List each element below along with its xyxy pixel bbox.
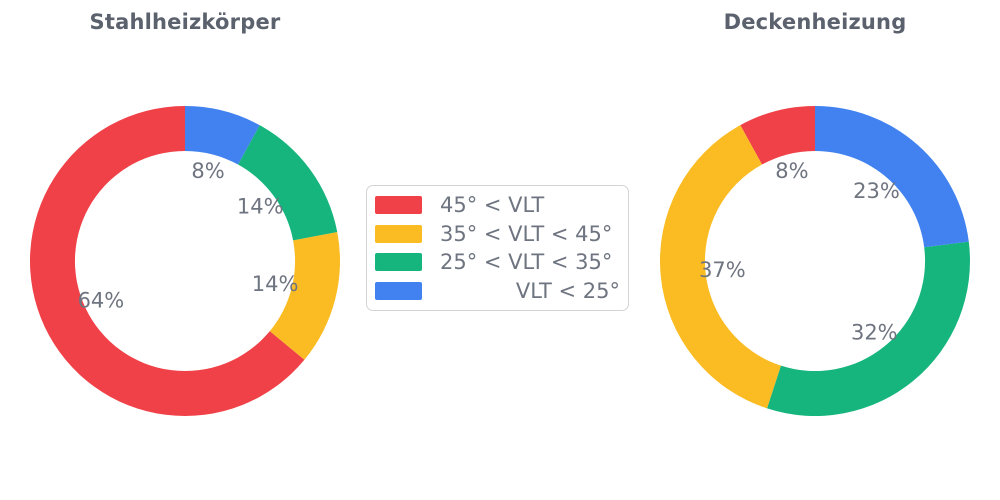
legend-item-35-vlt-45: 35° < VLT < 45°: [375, 222, 620, 246]
pct-label-vlt-25: 8%: [191, 159, 224, 183]
legend-item-45-vlt: 45° < VLT: [375, 193, 620, 217]
wedge-45-vlt: [740, 106, 815, 165]
pct-label-25-vlt-35: 32%: [851, 321, 898, 345]
legend-label: 35° < VLT < 45°: [440, 221, 613, 246]
legend-swatch-45-vlt: [375, 196, 422, 215]
pct-label-45-vlt: 8%: [775, 159, 808, 183]
pct-label-45-vlt: 64%: [78, 289, 125, 313]
legend-swatch-35-vlt-45: [375, 224, 422, 243]
legend-swatch-25-vlt-35: [375, 253, 422, 272]
wedge-35-vlt-45: [269, 231, 341, 360]
chart-title-deckenheizung: Deckenheizung: [723, 10, 907, 34]
pct-label-vlt-25: 23%: [853, 179, 900, 203]
donut-chart-deckenheizung: 8% 37% 32% 23%: [659, 106, 971, 417]
legend: 45° < VLT 35° < VLT < 45° 25° < VLT < 35° V…: [366, 185, 629, 311]
wedge-vlt-25: [185, 106, 260, 165]
legend-label: 25° < VLT < 35°: [440, 250, 613, 275]
chart-stahlheizkoerper: Stahlheizkörper 64% 14% 14% 8%: [0, 0, 370, 500]
legend-label: 45° < VLT: [440, 193, 545, 218]
donut-chart-stahlheizkoerper: 64% 14% 14% 8%: [30, 106, 341, 417]
pct-label-35-vlt-45: 37%: [699, 258, 746, 282]
chart-title-stahlheizkoerper: Stahlheizkörper: [89, 10, 281, 34]
wedge-25-vlt-35: [767, 241, 971, 417]
legend-item-vlt-25: VLT < 25°: [375, 279, 620, 303]
wedge-vlt-25: [815, 106, 969, 248]
wedge-45-vlt: [30, 106, 305, 417]
legend-label: VLT < 25°: [515, 278, 620, 303]
wedge-25-vlt-35: [238, 125, 338, 241]
chart-deckenheizung: Deckenheizung 8% 37% 32% 23%: [630, 0, 1000, 500]
legend-item-25-vlt-35: 25° < VLT < 35°: [375, 250, 620, 274]
legend-swatch-vlt-25: [375, 281, 422, 300]
pct-label-35-vlt-45: 14%: [252, 272, 299, 296]
wedge-35-vlt-45: [659, 125, 781, 409]
pct-label-25-vlt-35: 14%: [237, 194, 284, 218]
